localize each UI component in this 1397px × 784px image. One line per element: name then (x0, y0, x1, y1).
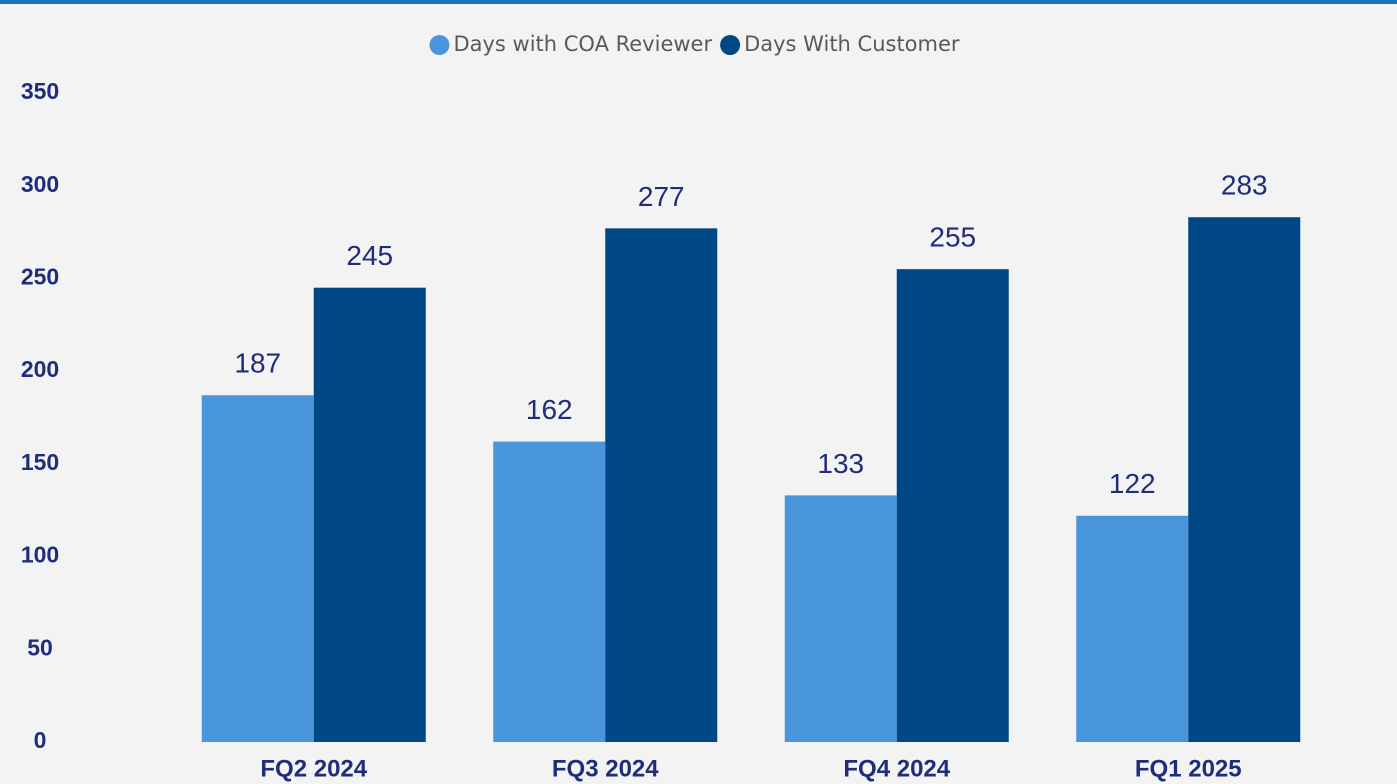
value-label: 277 (638, 181, 685, 212)
y-tick-label: 200 (21, 356, 59, 382)
x-tick-label: FQ4 2024 (843, 755, 950, 782)
y-tick-label: 100 (21, 542, 59, 568)
value-label: 162 (526, 394, 573, 425)
value-label: 255 (929, 222, 976, 253)
legend-label: Days with COA Reviewer (453, 32, 712, 56)
value-label: 122 (1109, 468, 1156, 499)
top-border (0, 0, 1397, 4)
y-tick-label: 250 (21, 264, 59, 290)
bar (896, 269, 1009, 742)
y-tick-label: 150 (21, 449, 59, 475)
x-tick-label: FQ2 2024 (260, 755, 367, 782)
x-tick-label: FQ1 2025 (1135, 755, 1242, 782)
value-label: 245 (346, 240, 393, 271)
x-tick-label: FQ3 2024 (552, 755, 659, 782)
bar (1188, 217, 1301, 743)
bar (1076, 515, 1189, 742)
y-tick-label: 350 (21, 78, 59, 104)
bar (201, 395, 314, 742)
legend-label: Days With Customer (744, 32, 960, 56)
y-tick-label: 0 (34, 727, 47, 753)
value-label: 283 (1221, 170, 1268, 201)
y-tick-label: 50 (27, 634, 53, 660)
bar (784, 495, 897, 742)
legend-marker (429, 35, 450, 55)
bar (605, 228, 718, 742)
y-tick-label: 300 (21, 171, 59, 197)
value-label: 187 (234, 348, 281, 379)
legend-marker (720, 35, 741, 55)
value-label: 133 (817, 448, 864, 479)
bar (493, 441, 606, 742)
bar (313, 287, 426, 742)
